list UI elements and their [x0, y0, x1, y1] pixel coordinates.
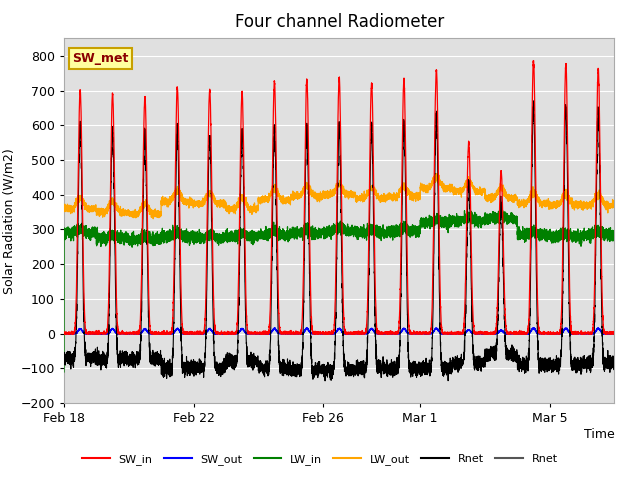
LW_in — [611, 228, 618, 234]
SW_in — [60, 331, 68, 336]
SW_out — [611, 331, 618, 336]
SW_in — [67, 331, 75, 336]
Rnet — [611, 361, 618, 367]
Line: SW_in: SW_in — [64, 60, 614, 334]
SW_in — [502, 327, 510, 333]
LW_out — [611, 200, 618, 206]
SW_in — [530, 58, 538, 63]
Rnet — [60, 354, 68, 360]
Line: Rnet: Rnet — [64, 101, 614, 381]
LW_out — [67, 203, 75, 209]
SW_in — [397, 202, 405, 207]
Line: SW_out: SW_out — [64, 328, 614, 334]
SW_in — [307, 266, 314, 272]
LW_out — [149, 216, 157, 222]
SW_out — [502, 331, 510, 336]
SW_out — [611, 331, 618, 336]
SW_out — [307, 330, 314, 336]
SW_in — [181, 330, 189, 336]
Rnet — [307, 302, 314, 308]
LW_in — [307, 225, 314, 230]
LW_out — [397, 182, 405, 188]
Rnet — [397, 249, 405, 255]
Title: Four channel Radiometer: Four channel Radiometer — [235, 13, 444, 31]
LW_in — [67, 227, 75, 233]
Rnet — [502, 347, 510, 353]
LW_out — [181, 196, 189, 202]
Rnet — [67, 355, 75, 361]
SW_out — [397, 328, 405, 334]
Line: LW_in: LW_in — [64, 209, 614, 372]
SW_in — [60, 330, 68, 336]
Rnet — [530, 98, 538, 104]
SW_in — [611, 331, 618, 336]
SW_out — [181, 330, 189, 336]
SW_out — [67, 331, 75, 336]
Rnet — [611, 362, 618, 368]
Line: LW_out: LW_out — [64, 174, 614, 219]
LW_in — [497, 206, 504, 212]
SW_out — [530, 325, 538, 331]
SW_out — [60, 331, 68, 336]
LW_in — [611, 232, 618, 238]
LW_out — [307, 190, 314, 196]
X-axis label: Time: Time — [584, 428, 614, 441]
Rnet — [181, 363, 189, 369]
LW_out — [502, 196, 510, 202]
LW_in — [502, 215, 510, 221]
LW_in — [397, 227, 405, 232]
LW_in — [60, 369, 68, 375]
LW_in — [181, 230, 189, 236]
LW_out — [433, 171, 440, 177]
Legend: SW_in, SW_out, LW_in, LW_out, Rnet, Rnet: SW_in, SW_out, LW_in, LW_out, Rnet, Rnet — [77, 450, 563, 469]
Text: SW_met: SW_met — [72, 52, 129, 65]
LW_out — [611, 204, 618, 210]
Y-axis label: Solar Radiation (W/m2): Solar Radiation (W/m2) — [2, 148, 15, 294]
LW_out — [60, 204, 68, 210]
Rnet — [321, 378, 329, 384]
SW_in — [611, 331, 618, 336]
